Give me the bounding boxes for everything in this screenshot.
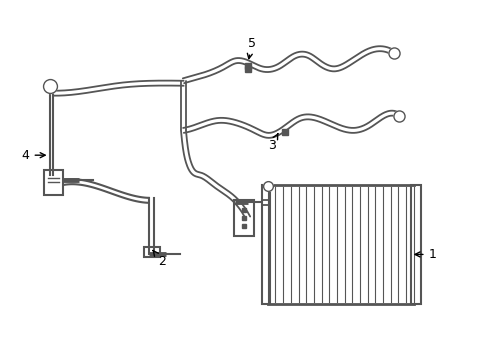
Text: 1: 1: [414, 248, 436, 261]
Text: 3: 3: [267, 134, 278, 152]
Bar: [262, 185, 269, 304]
Bar: [143, 247, 160, 257]
Bar: [234, 200, 253, 235]
Text: 5: 5: [247, 37, 255, 59]
Text: 4: 4: [21, 149, 45, 162]
Bar: [410, 185, 420, 304]
Bar: [43, 170, 63, 195]
Text: 2: 2: [153, 251, 165, 268]
